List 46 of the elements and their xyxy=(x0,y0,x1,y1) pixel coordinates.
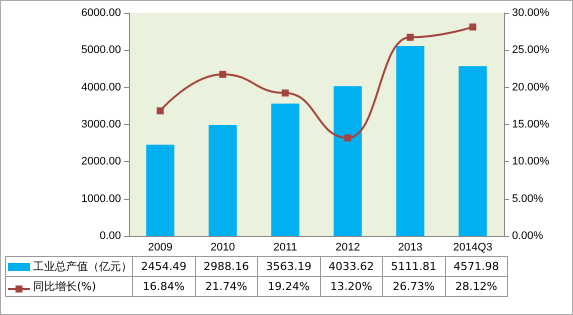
x-tick-label: 2012 xyxy=(336,242,360,254)
point xyxy=(469,23,476,30)
point xyxy=(406,34,414,41)
y-tick-label: 5000.00 xyxy=(81,44,121,56)
x-tick-label: 2010 xyxy=(210,242,235,254)
data-label: 4033.62 xyxy=(320,256,382,276)
y2-tick-label: 0.00% xyxy=(512,230,544,242)
data-label: 26.73% xyxy=(382,276,445,296)
data-label: 19.24% xyxy=(258,276,320,296)
y2-tick-label: 20.00% xyxy=(512,81,550,94)
y2-tick-label: 25.00% xyxy=(512,44,550,56)
point xyxy=(219,70,226,78)
x-tick-label: 2014Q3 xyxy=(453,242,492,254)
y2-tick-label: 30.00% xyxy=(512,7,550,19)
bar xyxy=(271,104,300,236)
point xyxy=(282,89,289,96)
y-tick-label: 4000.00 xyxy=(81,81,121,94)
data-label: 4571.98 xyxy=(445,256,508,276)
y2-tick-label: 15.00% xyxy=(512,118,550,130)
data-label: 21.74% xyxy=(195,276,258,296)
data-label: 2454.49 xyxy=(132,256,195,276)
data-label: 5111.81 xyxy=(382,256,445,276)
legend-label: 同比增长(%) xyxy=(6,276,132,296)
y-tick-label: 1000.00 xyxy=(81,192,121,205)
data-label: 16.84% xyxy=(132,276,195,296)
bar xyxy=(334,86,362,236)
data-label: 3563.19 xyxy=(258,256,320,276)
y2-tick-label: 5.00% xyxy=(512,192,544,205)
point xyxy=(156,107,164,114)
x-tick-label: 2013 xyxy=(398,242,422,254)
x-tick-label: 2009 xyxy=(148,242,172,254)
y-tick-label: 0.00 xyxy=(100,230,121,242)
point xyxy=(344,134,352,142)
data-label: 28.12% xyxy=(445,276,508,296)
bar xyxy=(458,66,487,236)
y-tick-label: 6000.00 xyxy=(81,7,121,19)
y-tick-label: 3000.00 xyxy=(81,118,121,130)
bar xyxy=(208,124,237,236)
legend-label: 工业总产值（亿元） xyxy=(6,256,132,276)
data-label: 13.20% xyxy=(320,276,382,296)
x-tick-label: 2011 xyxy=(273,242,298,254)
data-label: 2988.16 xyxy=(195,256,258,276)
y2-tick-label: 10.00% xyxy=(512,156,550,168)
y-tick-label: 2000.00 xyxy=(81,156,121,168)
bar xyxy=(146,144,174,236)
bar xyxy=(396,46,424,236)
